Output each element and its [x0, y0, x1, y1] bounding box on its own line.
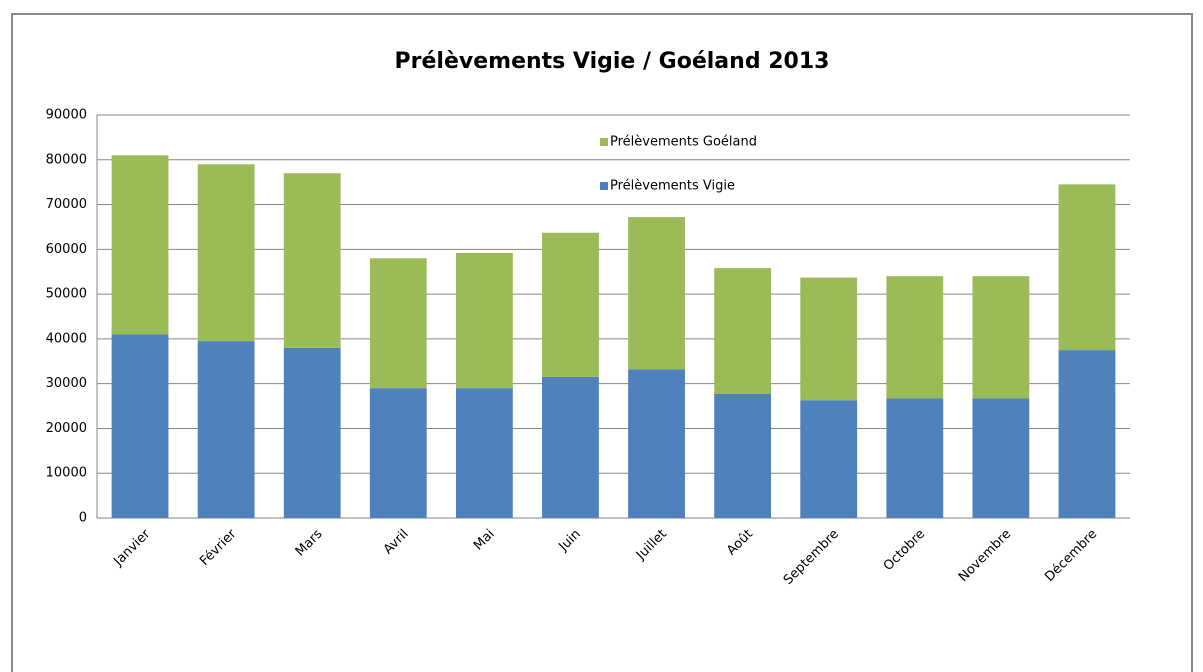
bar-segment	[972, 276, 1030, 399]
bar-segment	[714, 393, 772, 518]
bar-segment	[1058, 350, 1116, 518]
bar-segment	[111, 334, 169, 518]
bar-segment	[800, 400, 858, 518]
bar-segment	[714, 268, 772, 394]
bar-segment	[1058, 184, 1116, 351]
bar-segment	[111, 155, 169, 335]
bar-segment	[628, 217, 685, 370]
bar-segment	[455, 252, 513, 389]
bar-segment	[542, 232, 599, 377]
y-tick-label: 60000	[46, 242, 87, 257]
y-tick-label: 30000	[46, 376, 87, 391]
bar-segment	[369, 388, 427, 518]
y-tick-label: 40000	[46, 331, 87, 346]
bar-segment	[800, 277, 858, 401]
legend-swatch	[600, 138, 608, 146]
bar-segment	[197, 341, 255, 518]
legend-label: Prélèvements Vigie	[610, 179, 735, 194]
bar-segment	[628, 369, 685, 518]
bar-segment	[455, 388, 513, 518]
y-tick-label: 10000	[46, 466, 87, 481]
bar-segment	[283, 173, 341, 348]
bar-segment	[886, 276, 944, 399]
bar-segment	[972, 398, 1030, 518]
y-tick-label: 70000	[46, 197, 87, 212]
y-tick-label: 90000	[46, 108, 87, 123]
chart-title: Prélèvements Vigie / Goéland 2013	[395, 49, 830, 74]
bar-segment	[197, 164, 255, 342]
y-tick-label: 20000	[46, 421, 87, 436]
legend-swatch	[600, 182, 608, 190]
bar-segment	[542, 376, 599, 518]
bar-segment	[886, 398, 944, 518]
bar-segment	[283, 347, 341, 518]
y-tick-label: 50000	[46, 287, 87, 302]
legend-label: Prélèvements Goéland	[610, 135, 757, 150]
y-tick-label: 80000	[46, 152, 87, 167]
bar-segment	[369, 258, 427, 389]
y-tick-label: 0	[79, 511, 87, 526]
